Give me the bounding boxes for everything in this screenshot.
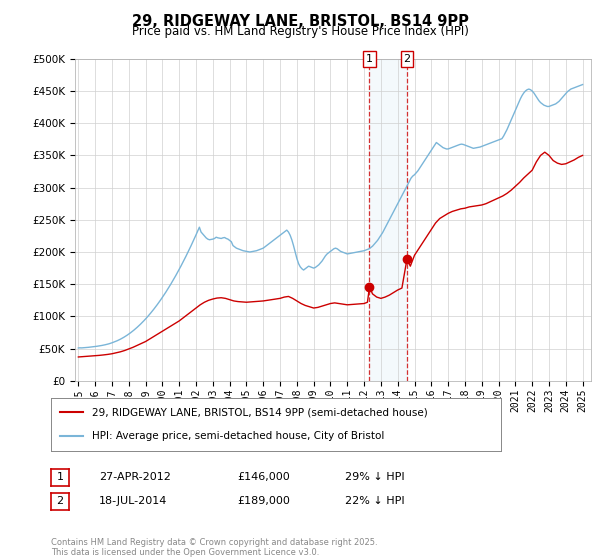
Text: 2: 2 bbox=[403, 54, 410, 64]
Text: 2: 2 bbox=[56, 496, 64, 506]
Text: HPI: Average price, semi-detached house, City of Bristol: HPI: Average price, semi-detached house,… bbox=[91, 431, 384, 441]
Text: Contains HM Land Registry data © Crown copyright and database right 2025.
This d: Contains HM Land Registry data © Crown c… bbox=[51, 538, 377, 557]
Text: 27-APR-2012: 27-APR-2012 bbox=[99, 472, 171, 482]
Text: £189,000: £189,000 bbox=[237, 496, 290, 506]
Bar bbox=[370, 59, 407, 381]
Text: 1: 1 bbox=[366, 54, 373, 64]
Text: 29, RIDGEWAY LANE, BRISTOL, BS14 9PP: 29, RIDGEWAY LANE, BRISTOL, BS14 9PP bbox=[131, 14, 469, 29]
Text: £146,000: £146,000 bbox=[237, 472, 290, 482]
Text: 22% ↓ HPI: 22% ↓ HPI bbox=[345, 496, 404, 506]
Text: Price paid vs. HM Land Registry's House Price Index (HPI): Price paid vs. HM Land Registry's House … bbox=[131, 25, 469, 38]
Text: 29, RIDGEWAY LANE, BRISTOL, BS14 9PP (semi-detached house): 29, RIDGEWAY LANE, BRISTOL, BS14 9PP (se… bbox=[91, 408, 427, 418]
Text: 1: 1 bbox=[56, 472, 64, 482]
Text: 18-JUL-2014: 18-JUL-2014 bbox=[99, 496, 167, 506]
Text: 29% ↓ HPI: 29% ↓ HPI bbox=[345, 472, 404, 482]
